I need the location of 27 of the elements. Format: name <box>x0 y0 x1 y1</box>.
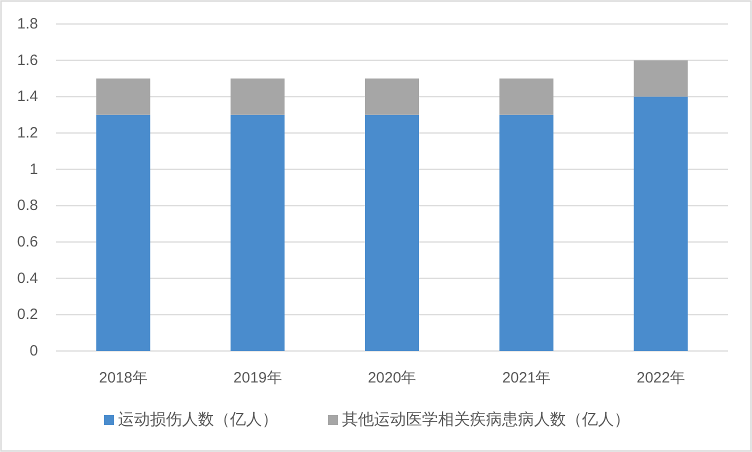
y-tick-label: 1.8 <box>17 16 38 32</box>
bar <box>96 114 150 351</box>
x-tick-label: 2022年 <box>636 370 685 386</box>
bar <box>634 96 688 351</box>
bar <box>634 60 688 97</box>
bar <box>230 114 285 351</box>
y-tick-label: 0.4 <box>17 270 38 287</box>
y-tick-label: 0 <box>30 342 38 360</box>
y-tick-label: 1.6 <box>17 52 38 69</box>
y-tick-label: 0.2 <box>17 306 38 324</box>
y-tick-label: 1 <box>30 160 38 178</box>
y-tick-label: 0.6 <box>17 234 38 250</box>
legend-label: 其他运动医学相关疾病患病人数（亿人） <box>342 410 630 428</box>
bar <box>365 114 419 351</box>
bar <box>499 114 554 351</box>
bar <box>365 78 419 115</box>
y-tick-label: 0.8 <box>17 197 38 214</box>
x-tick-label: 2021年 <box>502 370 551 386</box>
y-tick-label: 1.4 <box>17 88 38 106</box>
bar <box>230 78 285 115</box>
bar <box>96 78 150 115</box>
x-tick-label: 2019年 <box>233 370 282 386</box>
x-tick-label: 2020年 <box>368 370 416 386</box>
legend-label: 运动损伤人数（亿人） <box>118 410 278 428</box>
x-tick-label: 2018年 <box>99 370 148 386</box>
bar <box>499 78 554 115</box>
y-tick-label: 1.2 <box>17 124 38 142</box>
